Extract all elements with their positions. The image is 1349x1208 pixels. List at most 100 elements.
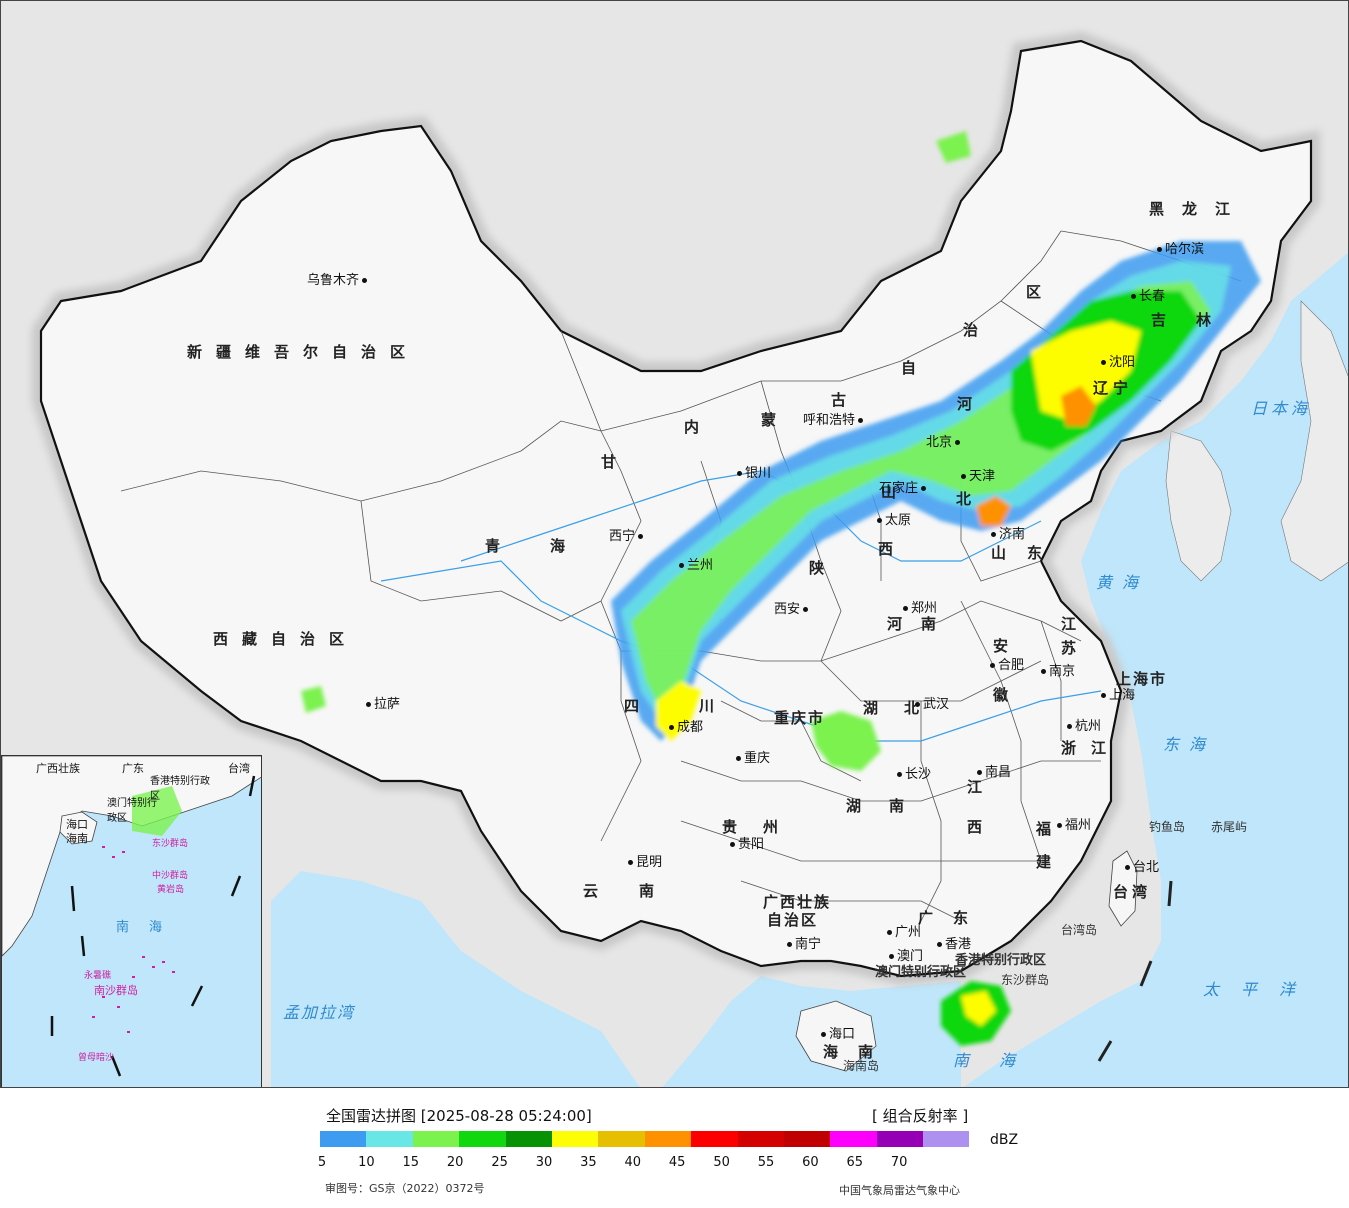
province-label-shaan: 陕 [809,559,839,577]
province-label-fu: 福 [1036,820,1066,838]
color-swatch [598,1131,645,1147]
province-label-nan-henan: 南 [921,615,951,633]
scale-tick-label: 55 [757,1155,775,1170]
city-shijiazhuang: 石家庄 [879,477,926,496]
inset-hainan [59,811,98,845]
south-china-sea-inset: 广西壮族 广东 台湾 香港特别行政区 澳门特别行政区 海口 海南 南海 东沙群岛… [1,755,262,1087]
province-label-ning: 宁 [1113,379,1143,397]
city-kunming: 昆明 [628,851,662,870]
japan-land [1280,300,1348,582]
province-label-nei: 内 [684,418,714,436]
province-label-taiwan: 台湾 [1113,883,1152,901]
province-label-chuan: 川 [699,697,729,715]
city-macau: 澳门 [889,945,923,964]
inset-label-zengmu: 曾母暗沙 [78,1053,115,1063]
province-label-jian: 建 [1036,853,1066,871]
province-label-gu: 古 [831,391,861,409]
island-label-hainan: 海南岛 [843,1059,880,1073]
inset-label-yongshu: 永暑礁 [84,971,112,981]
inset-dashes [50,775,256,1077]
color-swatch [366,1131,413,1147]
color-swatch [876,1131,924,1147]
province-label-liao: 辽 [1093,379,1123,397]
color-swatch [551,1131,599,1147]
sea-label-yellow: 黄海 [1096,573,1149,592]
city-chengdu: 成都 [669,716,703,735]
legend-unit: dBZ [990,1132,1019,1148]
sea-area [963,252,1348,1087]
city-hohhot: 呼和浩特 [803,409,863,428]
scale-tick-label: 65 [846,1155,864,1170]
city-nanjing: 南京 [1041,660,1075,679]
inset-canvas [2,756,261,1077]
province-label-an: 安 [993,637,1023,655]
province-label-zhe: 浙 [1061,739,1091,757]
inset-label-nansha: 南沙群岛 [94,984,138,997]
sea-label-pacific: 太平洋 [1203,980,1318,999]
inset-label-hainan: 海南 [66,832,88,845]
color-swatch [505,1131,552,1147]
scale-tick-label: 70 [890,1155,908,1170]
bengal-sea [271,871,640,1087]
city-haikou: 海口 [821,1023,855,1042]
province-label-xizang: 西藏自治区 [213,630,359,648]
label-macau-sar: 澳门特别行政区 [875,965,967,980]
city-xining: 西宁 [609,525,643,544]
city-taiyuan: 太原 [877,509,911,528]
city-shanghai: 上海 [1101,684,1135,703]
province-label-jiang-zhejiang: 江 [1091,739,1121,757]
city-nanning: 南宁 [787,933,821,952]
province-label-nan-yunnan: 南 [639,882,669,900]
color-swatch [783,1131,831,1147]
scale-tick-label: 10 [358,1155,375,1170]
inset-label-taiwan: 台湾 [228,762,250,775]
sea-label-east: 东海 [1163,735,1216,754]
inset-label-huangyan: 黄岩岛 [157,885,185,895]
province-label-nan-hainan: 南 [858,1043,888,1061]
province-label-hui: 徽 [993,686,1023,704]
scale-tick-label: 50 [713,1155,730,1170]
inset-label-macau: 澳门特别行政区 [107,798,157,824]
city-nanchang: 南昌 [977,761,1011,780]
province-label-hai: 海 [823,1043,853,1061]
province-label-zhou: 州 [763,818,793,836]
inset-label-nanhai: 南海 [116,920,183,935]
province-label-ji: 吉 [1151,311,1181,329]
scale-tick-label: 60 [802,1155,819,1170]
city-guiyang: 贵阳 [730,833,764,852]
city-tianjin: 天津 [961,465,995,484]
city-jinan: 济南 [991,523,1025,542]
color-swatch [320,1131,367,1147]
scale-tick-label: 15 [402,1155,420,1170]
inset-islands [92,846,175,1033]
province-label-nan-hunan: 南 [889,797,919,815]
radar-map[interactable]: 新疆维吾尔自治区 西藏自治区 青海 甘 内 蒙 古 自 治 区 黑龙江 吉 林 … [0,0,1349,1088]
island-label-taiwan: 台湾岛 [1061,923,1098,937]
color-swatch [737,1131,784,1147]
province-label-shan-shandong: 山 [991,544,1021,562]
legend: 全国雷达拼图 [2025-08-28 05:24:00] [ 组合反射率 ] 5… [0,1088,1349,1208]
color-swatch [923,1131,970,1147]
province-label-gan: 甘 [601,453,631,471]
city-urumqi: 乌鲁木齐 [307,269,367,288]
scale-tick-label: 45 [668,1155,686,1170]
color-swatch [644,1131,692,1147]
scale-tick-label: 25 [491,1155,508,1170]
city-zhengzhou: 郑州 [903,597,937,616]
inset-echo [132,786,182,836]
scale-tick-label: 20 [446,1155,464,1170]
province-label-dong-shandong: 东 [1027,544,1057,562]
city-hangzhou: 杭州 [1067,715,1101,734]
inset-label-zhongsha: 中沙群岛 [152,871,189,881]
province-label-hu-hunan: 湖 [846,797,876,815]
inset-label-haikou: 海口 [66,818,88,831]
sea-label-bengal: 孟加拉湾 [283,1003,356,1022]
color-swatch [830,1131,877,1147]
province-label-hu-hubei: 湖 [863,699,893,717]
city-changchun: 长春 [1131,285,1165,304]
city-hongkong: 香港 [937,933,971,952]
scale-tick-label: 30 [535,1155,553,1170]
city-fuzhou: 福州 [1057,814,1091,833]
province-label-xi-jiangxi: 西 [967,818,997,836]
province-label-heilongjiang: 黑龙江 [1149,200,1249,218]
